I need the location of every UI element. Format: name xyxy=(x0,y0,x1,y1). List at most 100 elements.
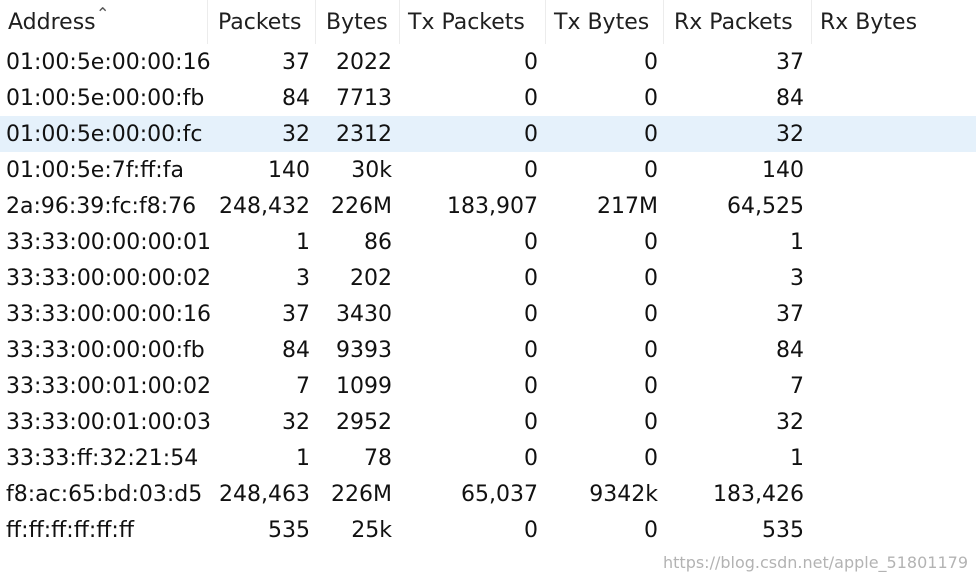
tx-bytes-cell: 0 xyxy=(644,122,658,147)
packets-cell: 84 xyxy=(282,86,310,111)
packets-cell: 7 xyxy=(296,374,310,399)
tx-packets-cell: 0 xyxy=(524,230,538,255)
table-row[interactable]: 33:33:00:00:00:16 37 3430 0 0 37 xyxy=(0,296,976,332)
rx-packets-cell: 1 xyxy=(790,230,804,255)
tx-bytes-cell: 0 xyxy=(644,446,658,471)
column-header-rx-bytes[interactable]: Rx Bytes xyxy=(812,0,976,44)
packets-cell: 32 xyxy=(282,122,310,147)
column-header-packets[interactable]: Packets xyxy=(210,0,316,44)
column-header-label: Tx Packets xyxy=(408,10,525,35)
rx-bytes-cell xyxy=(812,440,972,476)
packets-cell: 1 xyxy=(296,446,310,471)
bytes-cell: 226M xyxy=(331,194,392,219)
column-header-label: Rx Bytes xyxy=(820,10,918,35)
table-row[interactable]: 01:00:5e:00:00:fc 32 2312 0 0 32 xyxy=(0,116,976,152)
address-cell: 33:33:00:00:00:16 xyxy=(6,302,212,327)
tx-packets-cell: 65,037 xyxy=(461,482,538,507)
packets-cell: 140 xyxy=(268,158,310,183)
table-header: Address ⌃ Packets Bytes Tx Packets Tx By… xyxy=(0,0,976,44)
rx-bytes-cell xyxy=(812,476,972,512)
bytes-cell: 78 xyxy=(364,446,392,471)
address-cell: 01:00:5e:00:00:fc xyxy=(6,122,203,147)
column-header-address[interactable]: Address ⌃ xyxy=(0,0,208,44)
rx-bytes-cell xyxy=(812,152,972,188)
table-body: 01:00:5e:00:00:16 37 2022 0 0 37 01:00:5e:00:0… xyxy=(0,44,976,548)
address-cell: 33:33:00:01:00:02 xyxy=(6,374,212,399)
table-row[interactable]: 2a:96:39:fc:f8:76 248,432 226M 183,907 217M 6… xyxy=(0,188,976,224)
column-header-label: Rx Packets xyxy=(674,10,793,35)
column-header-label: Bytes xyxy=(326,10,388,35)
bytes-cell: 86 xyxy=(364,230,392,255)
rx-packets-cell: 1 xyxy=(790,446,804,471)
tx-packets-cell: 0 xyxy=(524,338,538,363)
address-cell: 33:33:00:00:00:fb xyxy=(6,338,205,363)
tx-bytes-cell: 0 xyxy=(644,338,658,363)
bytes-cell: 30k xyxy=(351,158,392,183)
column-header-rx-packets[interactable]: Rx Packets xyxy=(666,0,812,44)
bytes-cell: 25k xyxy=(351,518,392,543)
bytes-cell: 7713 xyxy=(336,86,392,111)
table-row[interactable]: 33:33:00:00:00:fb 84 9393 0 0 84 xyxy=(0,332,976,368)
tx-bytes-cell: 0 xyxy=(644,158,658,183)
rx-packets-cell: 183,426 xyxy=(713,482,804,507)
column-header-tx-packets[interactable]: Tx Packets xyxy=(400,0,546,44)
table-row[interactable]: 01:00:5e:00:00:fb 84 7713 0 0 84 xyxy=(0,80,976,116)
packets-cell: 84 xyxy=(282,338,310,363)
rx-packets-cell: 84 xyxy=(776,86,804,111)
table-row[interactable]: ff:ff:ff:ff:ff:ff 535 25k 0 0 535 xyxy=(0,512,976,548)
table-row[interactable]: 01:00:5e:7f:ff:fa 140 30k 0 0 140 xyxy=(0,152,976,188)
column-header-label: Tx Bytes xyxy=(554,10,650,35)
address-cell: 2a:96:39:fc:f8:76 xyxy=(6,194,197,219)
table-row[interactable]: 01:00:5e:00:00:16 37 2022 0 0 37 xyxy=(0,44,976,80)
table-row[interactable]: 33:33:00:01:00:02 7 1099 0 0 7 xyxy=(0,368,976,404)
table-row[interactable]: 33:33:00:00:00:01 1 86 0 0 1 xyxy=(0,224,976,260)
rx-packets-cell: 64,525 xyxy=(727,194,804,219)
tx-bytes-cell: 217M xyxy=(597,194,658,219)
tx-packets-cell: 0 xyxy=(524,158,538,183)
tx-bytes-cell: 0 xyxy=(644,50,658,75)
tx-packets-cell: 0 xyxy=(524,410,538,435)
table-row[interactable]: f8:ac:65:bd:03:d5 248,463 226M 65,037 9342k 1… xyxy=(0,476,976,512)
column-header-label: Address xyxy=(8,10,96,35)
tx-packets-cell: 0 xyxy=(524,518,538,543)
column-header-bytes[interactable]: Bytes xyxy=(318,0,400,44)
table-row[interactable]: 33:33:00:00:00:02 3 202 0 0 3 xyxy=(0,260,976,296)
column-header-label: Packets xyxy=(218,10,302,35)
address-cell: 33:33:00:00:00:01 xyxy=(6,230,212,255)
bytes-cell: 202 xyxy=(350,266,392,291)
rx-packets-cell: 37 xyxy=(776,50,804,75)
table-row[interactable]: 33:33:ff:32:21:54 1 78 0 0 1 xyxy=(0,440,976,476)
rx-packets-cell: 32 xyxy=(776,410,804,435)
packets-cell: 1 xyxy=(296,230,310,255)
tx-packets-cell: 0 xyxy=(524,302,538,327)
tx-bytes-cell: 0 xyxy=(644,86,658,111)
tx-bytes-cell: 0 xyxy=(644,410,658,435)
tx-packets-cell: 183,907 xyxy=(447,194,538,219)
address-cell: 33:33:00:00:00:02 xyxy=(6,266,212,291)
table-row[interactable]: 33:33:00:01:00:03 32 2952 0 0 32 xyxy=(0,404,976,440)
endpoints-table: Address ⌃ Packets Bytes Tx Packets Tx By… xyxy=(0,0,976,548)
rx-bytes-cell xyxy=(812,188,972,224)
address-cell: 33:33:00:01:00:03 xyxy=(6,410,212,435)
rx-bytes-cell xyxy=(812,404,972,440)
tx-bytes-cell: 0 xyxy=(644,266,658,291)
rx-packets-cell: 535 xyxy=(762,518,804,543)
rx-packets-cell: 32 xyxy=(776,122,804,147)
rx-bytes-cell xyxy=(812,116,972,152)
address-cell: 01:00:5e:7f:ff:fa xyxy=(6,158,184,183)
rx-bytes-cell xyxy=(812,44,972,80)
rx-bytes-cell xyxy=(812,224,972,260)
packets-cell: 535 xyxy=(268,518,310,543)
rx-bytes-cell xyxy=(812,368,972,404)
column-header-tx-bytes[interactable]: Tx Bytes xyxy=(546,0,664,44)
rx-packets-cell: 37 xyxy=(776,302,804,327)
address-cell: f8:ac:65:bd:03:d5 xyxy=(6,482,203,507)
tx-packets-cell: 0 xyxy=(524,86,538,111)
tx-bytes-cell: 9342k xyxy=(589,482,658,507)
rx-bytes-cell xyxy=(812,80,972,116)
bytes-cell: 2022 xyxy=(336,50,392,75)
packets-cell: 37 xyxy=(282,302,310,327)
tx-bytes-cell: 0 xyxy=(644,302,658,327)
bytes-cell: 3430 xyxy=(336,302,392,327)
tx-bytes-cell: 0 xyxy=(644,230,658,255)
